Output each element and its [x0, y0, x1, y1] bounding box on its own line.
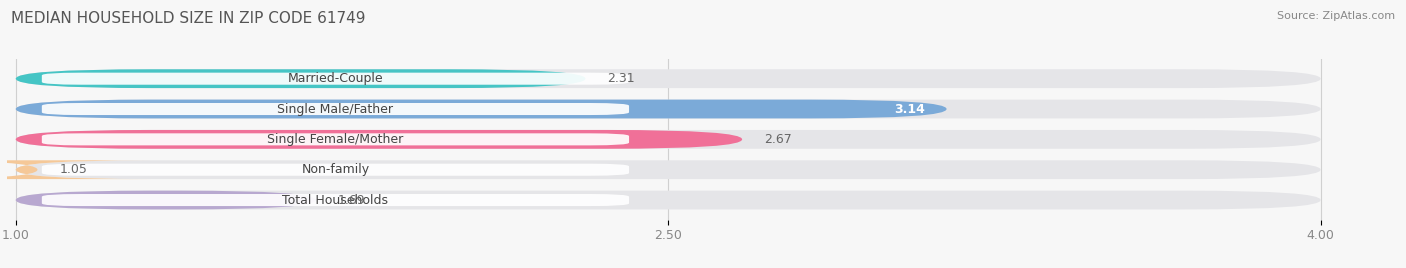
Text: 3.14: 3.14 — [894, 103, 925, 116]
Text: 1.05: 1.05 — [59, 163, 87, 176]
FancyBboxPatch shape — [15, 160, 1320, 179]
FancyBboxPatch shape — [42, 103, 628, 115]
Text: Total Households: Total Households — [283, 193, 388, 207]
FancyBboxPatch shape — [42, 164, 628, 176]
Text: Single Male/Father: Single Male/Father — [277, 103, 394, 116]
Text: 2.31: 2.31 — [607, 72, 636, 85]
FancyBboxPatch shape — [15, 69, 1320, 88]
Text: Married-Couple: Married-Couple — [288, 72, 384, 85]
FancyBboxPatch shape — [15, 130, 742, 149]
Text: MEDIAN HOUSEHOLD SIZE IN ZIP CODE 61749: MEDIAN HOUSEHOLD SIZE IN ZIP CODE 61749 — [11, 11, 366, 26]
FancyBboxPatch shape — [15, 100, 1320, 118]
FancyBboxPatch shape — [42, 133, 628, 145]
FancyBboxPatch shape — [15, 69, 585, 88]
FancyBboxPatch shape — [0, 160, 150, 179]
Text: 2.67: 2.67 — [763, 133, 792, 146]
FancyBboxPatch shape — [15, 100, 946, 118]
FancyBboxPatch shape — [42, 194, 628, 206]
Text: Non-family: Non-family — [301, 163, 370, 176]
Text: Single Female/Mother: Single Female/Mother — [267, 133, 404, 146]
FancyBboxPatch shape — [42, 73, 628, 85]
Text: Source: ZipAtlas.com: Source: ZipAtlas.com — [1277, 11, 1395, 21]
FancyBboxPatch shape — [15, 191, 1320, 210]
Text: 1.69: 1.69 — [337, 193, 366, 207]
FancyBboxPatch shape — [15, 130, 1320, 149]
FancyBboxPatch shape — [15, 191, 316, 210]
